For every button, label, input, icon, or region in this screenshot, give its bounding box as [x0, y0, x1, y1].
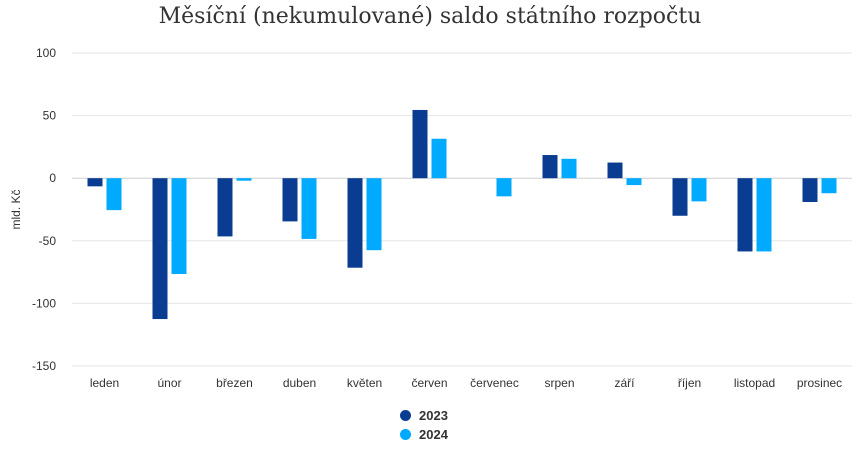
x-tick-label: srpen [544, 376, 574, 390]
legend-marker [400, 429, 411, 440]
x-tick-label: září [614, 376, 635, 390]
bar-2023-prosinec [802, 178, 818, 202]
y-tick-label: -100 [32, 296, 56, 310]
bar-2024-leden [106, 178, 122, 211]
y-axis-label: mld. Kč [9, 189, 23, 229]
bar-2023-září [607, 162, 623, 179]
legend-item: 2023 [400, 406, 448, 425]
bar-2024-srpen [561, 158, 577, 179]
bar-2023-listopad [737, 178, 753, 252]
x-tick-label: březen [216, 376, 253, 390]
bar-2024-duben [301, 178, 317, 239]
x-tick-label: červenec [470, 376, 519, 390]
bar-2024-prosinec [821, 178, 837, 194]
bar-2023-únor [152, 178, 168, 320]
bar-2024-listopad [756, 178, 772, 252]
bar-2023-duben [282, 178, 298, 222]
x-tick-label: duben [283, 376, 316, 390]
x-tick-label: červen [411, 376, 447, 390]
y-tick-label: 100 [36, 46, 56, 60]
x-tick-label: prosinec [797, 376, 842, 390]
bar-2024-březen [236, 178, 252, 181]
bar-2023-březen [217, 178, 233, 237]
bar-2023-srpen [542, 155, 558, 179]
bar-2024-červen [431, 138, 447, 179]
chart-legend: 2023 2024 [400, 406, 448, 444]
legend-label: 2023 [419, 408, 448, 423]
y-tick-label: 0 [49, 171, 56, 185]
chart-title: Měsíční (nekumulované) saldo státního ro… [158, 4, 702, 29]
bar-2024-září [626, 178, 642, 186]
bar-2024-květen [366, 178, 382, 251]
bar-2023-červen [412, 109, 428, 179]
y-tick-label: 50 [43, 109, 57, 123]
bar-2023-leden [87, 178, 103, 187]
bar-2024-únor [171, 178, 187, 274]
x-tick-label: říjen [678, 376, 701, 390]
y-tick-label: -50 [39, 234, 57, 248]
x-tick-label: leden [90, 376, 119, 390]
legend-item: 2024 [400, 425, 448, 444]
bar-2023-říjen [672, 178, 688, 216]
x-tick-label: listopad [734, 376, 775, 390]
x-tick-label: květen [347, 376, 382, 390]
y-tick-label: -150 [32, 359, 56, 373]
bar-2023-květen [347, 178, 363, 268]
bar-2024-červenec [496, 178, 512, 197]
legend-marker [400, 410, 411, 421]
bar-2024-říjen [691, 178, 707, 202]
legend-label: 2024 [419, 427, 448, 442]
x-tick-label: únor [157, 376, 181, 390]
